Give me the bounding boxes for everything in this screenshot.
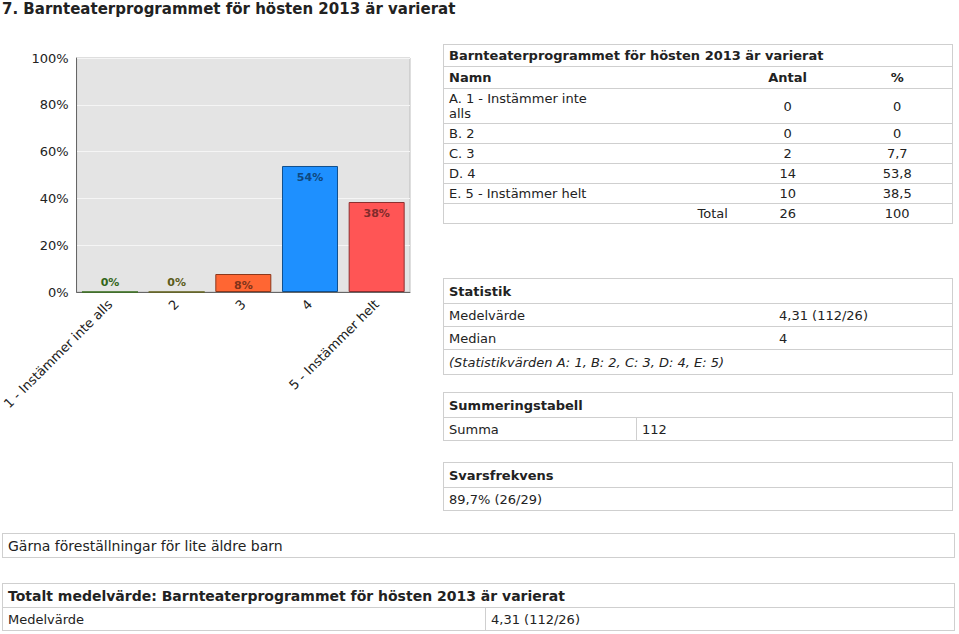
svg-text:100%: 100% bbox=[31, 51, 68, 66]
html-text:Statistik: Statistik bbox=[449, 283, 512, 299]
html-text:26: 26 bbox=[779, 206, 796, 221]
svg-text:38%: 38% bbox=[363, 207, 389, 220]
html-text:D. 4: D. 4 bbox=[449, 166, 476, 181]
svg-text:40%: 40% bbox=[40, 191, 69, 206]
svg-text:3: 3 bbox=[232, 297, 248, 313]
html-text:Median: Median bbox=[449, 330, 497, 346]
html-text:7. Barnteaterprogrammet för hö: 7. Barnteaterprogrammet för hösten 2013 … bbox=[2, 0, 456, 18]
html-text:112: 112 bbox=[642, 421, 667, 437]
html-text:E. 5 - Instämmer helt: E. 5 - Instämmer helt bbox=[449, 186, 587, 201]
html-text:0: 0 bbox=[783, 98, 792, 114]
html-text:Total: Total bbox=[697, 206, 728, 221]
html-text:A. 1 - Instämmer inte alls: A. 1 - Instämmer inte alls bbox=[449, 91, 587, 121]
html-text:Summeringstabell: Summeringstabell bbox=[449, 397, 583, 413]
svg-text:20%: 20% bbox=[40, 238, 69, 253]
html-text:0: 0 bbox=[893, 126, 902, 141]
svg-text:0%: 0% bbox=[167, 276, 186, 289]
html-text:Antal: Antal bbox=[768, 70, 807, 85]
html-text:10: 10 bbox=[779, 186, 796, 201]
svg-text:8%: 8% bbox=[234, 279, 253, 292]
svg-text:4: 4 bbox=[299, 297, 315, 313]
html-text:4,31 (112/26): 4,31 (112/26) bbox=[491, 611, 580, 627]
html-text:(Statistikvärden A: 1, B: 2, C: (Statistikvärden A: 1, B: 2, C: 3, D: 4,… bbox=[449, 354, 725, 370]
html-text:2: 2 bbox=[783, 146, 792, 161]
html-text:89,7% (26/29): 89,7% (26/29) bbox=[449, 491, 542, 507]
html-text:Medelvärde: Medelvärde bbox=[8, 611, 85, 627]
html-text:0: 0 bbox=[783, 126, 792, 141]
html-text:Barnteaterprogrammet för höste: Barnteaterprogrammet för hösten 2013 är … bbox=[449, 48, 824, 63]
svg-text:0%: 0% bbox=[101, 276, 120, 289]
svg-text:1 - Instämmer inte alls: 1 - Instämmer inte alls bbox=[1, 297, 116, 412]
html-text:100: 100 bbox=[884, 206, 910, 221]
html-text:Totalt medelvärde: Barnteaterp: Totalt medelvärde: Barnteaterprogrammet … bbox=[8, 587, 565, 604]
html-text:0: 0 bbox=[893, 98, 902, 114]
html-text:Gärna föreställningar för lite: Gärna föreställningar för lite äldre bar… bbox=[8, 537, 283, 554]
html-text:Svarsfrekvens: Svarsfrekvens bbox=[449, 467, 554, 483]
svg-text:60%: 60% bbox=[40, 144, 69, 159]
html-text:Namn: Namn bbox=[449, 70, 492, 85]
html-text:7,7: 7,7 bbox=[886, 146, 908, 161]
html-text:Summa: Summa bbox=[449, 421, 499, 437]
html-text:Medelvärde: Medelvärde bbox=[449, 307, 526, 323]
svg-text:80%: 80% bbox=[40, 97, 69, 112]
svg-text:5 - Instämmer helt: 5 - Instämmer helt bbox=[286, 297, 382, 393]
html-text:C. 3: C. 3 bbox=[449, 146, 475, 161]
html-text:38,5: 38,5 bbox=[882, 186, 912, 201]
html-text:B. 2: B. 2 bbox=[449, 126, 475, 141]
svg-text:0%: 0% bbox=[48, 285, 69, 300]
html-text:14: 14 bbox=[779, 166, 796, 181]
svg-text:2: 2 bbox=[166, 297, 182, 313]
html-text:53,8: 53,8 bbox=[882, 166, 912, 181]
html-text:4: 4 bbox=[779, 330, 788, 346]
html-text:4,31 (112/26): 4,31 (112/26) bbox=[779, 307, 868, 323]
svg-text:54%: 54% bbox=[297, 171, 323, 184]
